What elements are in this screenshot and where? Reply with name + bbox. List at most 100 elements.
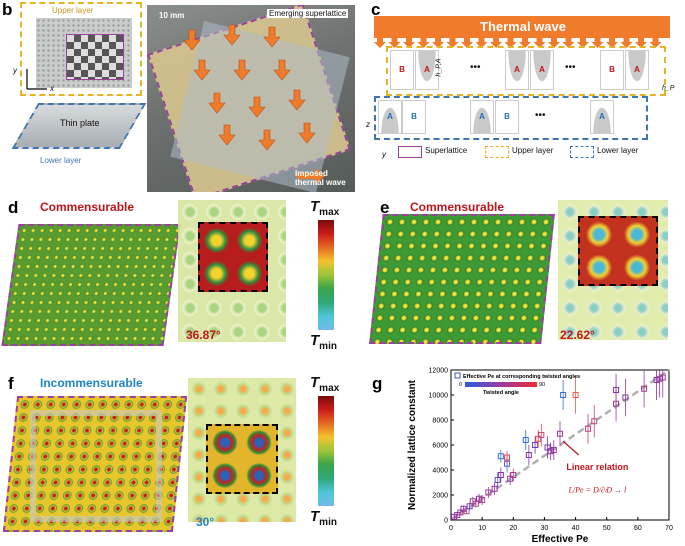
data-point [550,447,557,453]
wave-arrow [475,38,488,48]
cb2-max: Tmax [310,374,339,394]
imposed-arrow [297,168,325,184]
panel-label-d: d [8,198,19,217]
thermal-arrow [193,59,211,81]
lower-layer-box [374,96,648,140]
upper-cell: B [600,50,624,90]
data-point [507,475,514,482]
commensurable-label-e: Commensurable [410,200,505,214]
lower-layer-label: Lower layer [40,156,82,165]
colorbar-2 [318,396,334,506]
wave-arrow [562,38,575,48]
wave-arrow [374,38,386,48]
y-tick-label: 8000 [432,418,448,425]
data-point [463,508,470,515]
data-point [510,472,517,478]
wave-arrow [635,38,647,48]
legend-upper-swatch [485,146,509,158]
wave-arrow [490,38,502,48]
zoom-box-f [206,424,278,494]
legend-lower-swatch [570,146,594,158]
x-tick-label: 0 [449,525,453,532]
cb1-max: Tmax [310,198,339,218]
data-point [497,453,504,460]
y-tick-label: 2000 [432,493,448,500]
thermal-arrow [263,26,281,48]
data-point [479,497,486,503]
y-axis-label: Normalized lattice constant [407,379,418,510]
hp-label: h_P [662,85,675,92]
panel-label-f: f [8,374,14,393]
upper-layer-card: Upper layer y x [13,2,142,96]
incommensurable-label-f: Incommensurable [40,376,143,390]
data-point [522,437,529,443]
legend-text: Effective Pe at corresponding twisted an… [463,374,580,380]
wave-arrow [461,38,473,48]
data-point [560,392,567,398]
thermal-arrow [223,24,241,46]
thermal-arrow [208,92,226,114]
wave-arrow [519,38,531,48]
data-point [504,454,511,461]
x-tick-label: 10 [478,525,486,532]
axis-z-c: z [366,120,370,129]
thermal-arrow [183,29,201,51]
thermal-wave-arrows [374,38,662,48]
thermal-wave-bar [374,16,670,38]
cmap-max: 90 [539,382,545,388]
thermal-arrow [288,89,306,111]
ellipsis-dots: ••• [470,62,481,73]
zoom-inset [66,34,124,80]
colorbar-1 [318,220,334,330]
data-point [544,444,551,451]
data-point [494,477,501,483]
y-tick-label: 12000 [429,368,449,375]
thermal-arrow [273,59,291,81]
wave-arrow [591,38,604,48]
ellipsis-dots: ••• [535,110,546,121]
upper-layer-label: Upper layer [52,6,94,15]
data-point [457,509,464,516]
wave-arrow [606,38,618,48]
legend-lower: Lower layer [597,146,639,155]
lower-cell: A [378,100,402,134]
wave-arrow [403,38,415,48]
wave-arrow [417,38,430,48]
legend-superlattice: Superlattice [425,146,468,155]
heatmap-e [369,214,555,344]
thermal-wave-label: Thermal wave [480,19,566,34]
axis-y-c: y [382,150,386,159]
wave-arrow [577,38,589,48]
heatmap-d [1,224,181,346]
angle-label-e: 22.62° [560,328,595,342]
thermal-arrows [183,24,325,184]
axis-y-b: y [13,66,17,75]
cmap-label: Twisted angle [483,390,519,396]
wave-arrow [446,38,459,48]
wave-arrow [548,38,560,48]
x-tick-label: 40 [572,525,580,532]
y-tick-label: 10000 [429,393,449,400]
axes-icon-b [26,69,47,90]
zoom-box-d [198,222,268,292]
cb1-min-letter: T [310,332,320,349]
photo-superlattice: 10 mm Emerging superlattice Imposed ther… [147,5,355,192]
upper-cell: A [530,50,554,90]
data-point [532,442,539,448]
panel-label-e: e [380,198,390,217]
lower-cell: B [402,100,426,134]
data-point [485,489,492,496]
data-point [491,485,498,492]
y-tick-label: 0 [444,518,448,525]
cb1-max-sub: max [319,207,340,218]
imposed-label: Imposed thermal wave [295,169,346,187]
data-point [535,435,542,442]
wave-arrow [649,38,662,48]
data-point [622,394,629,401]
data-point [476,495,483,502]
x-tick-label: 20 [509,525,517,532]
lower-cell: B [495,100,519,134]
x-axis-label: Effective Pe [532,534,589,545]
scale-label: 10 mm [159,11,185,20]
panel-label-b: b [2,0,13,19]
